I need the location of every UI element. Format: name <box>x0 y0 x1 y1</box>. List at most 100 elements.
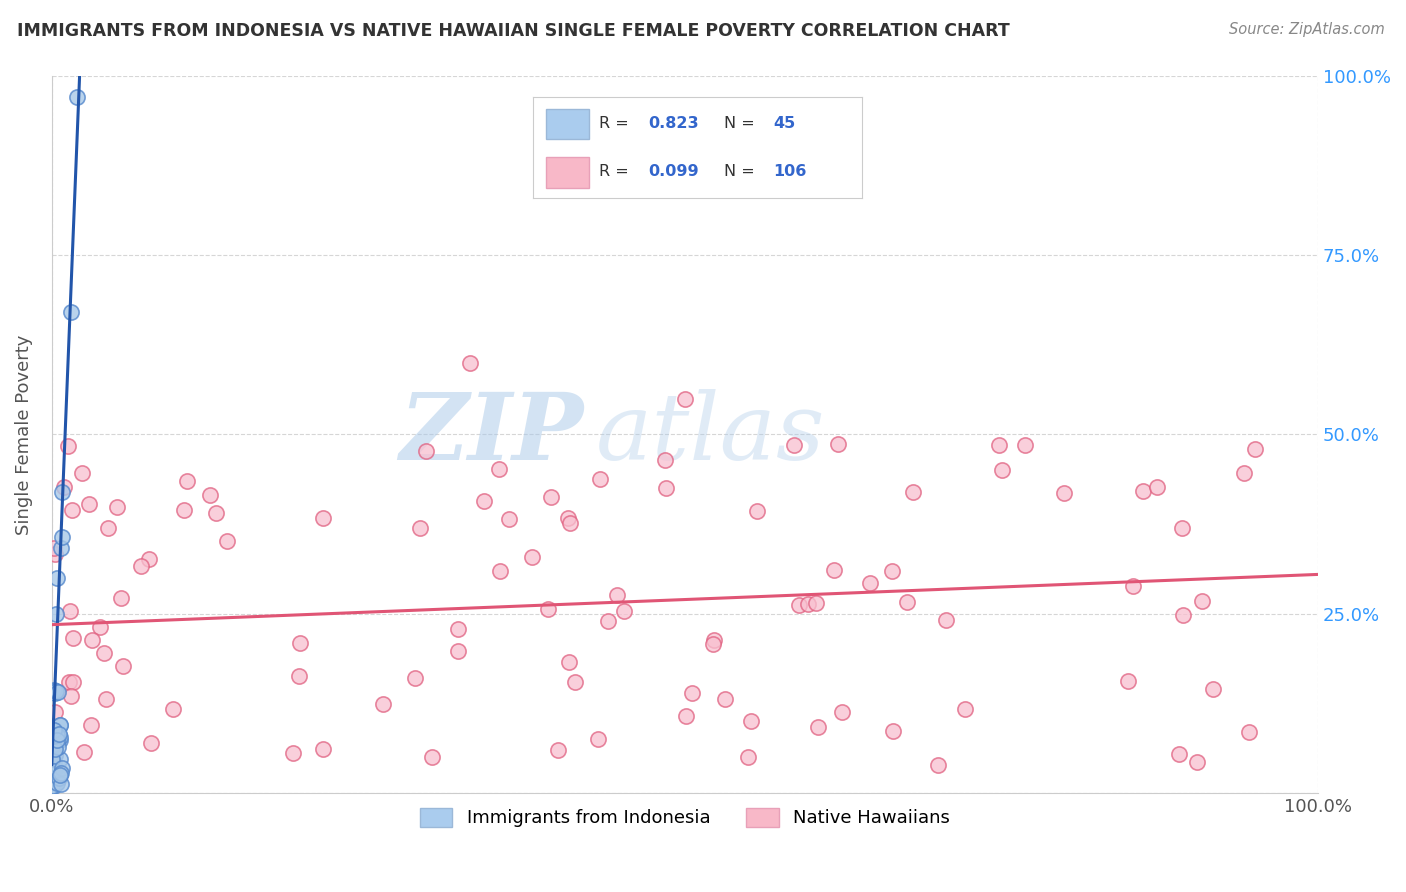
Text: atlas: atlas <box>596 390 825 479</box>
Point <box>94 691 117 706</box>
Point <box>45 684 67 698</box>
Point <box>41 767 63 781</box>
Point <box>77 497 100 511</box>
Point <box>606 588 628 602</box>
Point <box>823 562 845 576</box>
Point <box>49 730 72 744</box>
Point <box>41 779 63 793</box>
Point <box>564 675 586 690</box>
Point <box>82 633 104 648</box>
Point <box>93 646 115 660</box>
Point <box>42 756 65 770</box>
Point <box>420 750 443 764</box>
Point <box>44 748 66 763</box>
Point <box>42 779 65 793</box>
Point <box>489 564 512 578</box>
Point <box>72 466 94 480</box>
Point <box>737 750 759 764</box>
Point <box>655 481 678 495</box>
Point <box>882 724 904 739</box>
Point <box>46 728 69 742</box>
Point <box>45 775 67 789</box>
Point <box>804 597 827 611</box>
Point <box>45 732 67 747</box>
Text: ZIP: ZIP <box>399 390 583 479</box>
Point <box>41 779 63 793</box>
Point <box>673 392 696 406</box>
Point <box>58 675 80 690</box>
Point <box>1168 747 1191 762</box>
Point <box>703 632 725 647</box>
Point <box>447 622 470 636</box>
Point <box>547 743 569 757</box>
Point <box>60 689 83 703</box>
Point <box>281 746 304 760</box>
Point <box>49 541 72 555</box>
Point <box>49 751 72 765</box>
Point <box>520 549 543 564</box>
Point <box>42 723 65 737</box>
Point <box>89 620 111 634</box>
Point <box>409 521 432 535</box>
Point <box>1170 521 1192 535</box>
Point <box>42 764 65 779</box>
Y-axis label: Single Female Poverty: Single Female Poverty <box>15 334 32 534</box>
Point <box>46 739 69 754</box>
Point <box>42 756 65 770</box>
Point <box>1243 442 1265 456</box>
Point <box>1132 484 1154 499</box>
Point <box>162 702 184 716</box>
Point <box>1122 579 1144 593</box>
Point <box>988 437 1011 451</box>
Point <box>42 749 65 764</box>
Point <box>312 742 335 756</box>
Point <box>714 692 737 706</box>
Point <box>44 706 66 720</box>
Point <box>1202 682 1225 697</box>
Point <box>44 742 66 756</box>
Point <box>49 766 72 780</box>
Point <box>51 530 73 544</box>
Point <box>1185 756 1208 770</box>
Point <box>415 443 437 458</box>
Point <box>73 745 96 759</box>
Point <box>1014 438 1036 452</box>
Point <box>204 506 226 520</box>
Point <box>586 731 609 746</box>
Point <box>1146 480 1168 494</box>
Point <box>882 564 904 578</box>
Point <box>44 683 66 698</box>
Point <box>49 718 72 732</box>
Point <box>1191 594 1213 608</box>
Point <box>44 547 66 561</box>
Text: Source: ZipAtlas.com: Source: ZipAtlas.com <box>1229 22 1385 37</box>
Point <box>46 732 69 747</box>
Point <box>110 591 132 606</box>
Point <box>51 484 73 499</box>
Point <box>1233 466 1256 480</box>
Point <box>46 685 69 699</box>
Point <box>472 494 495 508</box>
Point <box>1053 486 1076 500</box>
Point <box>1237 724 1260 739</box>
Point <box>312 510 335 524</box>
Point <box>45 607 67 621</box>
Point <box>1171 608 1194 623</box>
Point <box>990 463 1012 477</box>
Point <box>782 438 804 452</box>
Point <box>702 637 724 651</box>
Point <box>173 503 195 517</box>
Point <box>681 686 703 700</box>
Point <box>589 472 612 486</box>
Point <box>540 490 562 504</box>
Text: IMMIGRANTS FROM INDONESIA VS NATIVE HAWAIIAN SINGLE FEMALE POVERTY CORRELATION C: IMMIGRANTS FROM INDONESIA VS NATIVE HAWA… <box>17 22 1010 40</box>
Point <box>49 732 72 747</box>
Point <box>488 461 510 475</box>
Point <box>806 720 828 734</box>
Point <box>44 541 66 556</box>
Point <box>955 702 977 716</box>
Legend: Immigrants from Indonesia, Native Hawaiians: Immigrants from Indonesia, Native Hawaii… <box>412 801 957 835</box>
Point <box>42 723 65 737</box>
Point <box>105 500 128 514</box>
Point <box>288 669 311 683</box>
